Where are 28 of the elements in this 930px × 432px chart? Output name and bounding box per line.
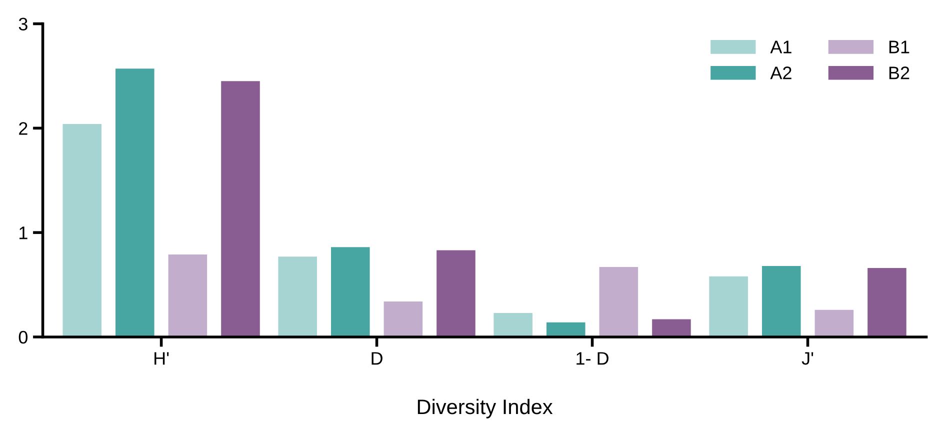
bar: [599, 267, 638, 337]
legend-label: A2: [770, 66, 792, 80]
bar: [494, 312, 532, 337]
legend-label: A1: [770, 40, 792, 54]
bar: [652, 319, 691, 337]
bar: [868, 268, 906, 337]
x-axis-title: Diversity Index: [418, 398, 553, 418]
bar: [168, 254, 208, 337]
legend-label: B1: [889, 40, 910, 54]
bar: [116, 68, 154, 337]
bar: [762, 266, 801, 337]
y-tick-label: 2: [19, 122, 28, 135]
x-tick-label: H': [154, 352, 169, 365]
legend-label: B2: [889, 66, 910, 80]
bar: [221, 81, 260, 337]
y-tick-label: 0: [18, 330, 28, 344]
x-tick-label: J': [802, 352, 814, 365]
bar: [814, 310, 854, 337]
bar: [709, 276, 748, 337]
bar: [62, 124, 102, 337]
bar: [330, 247, 370, 337]
bar: [384, 301, 423, 337]
x-tick-label: D: [372, 352, 382, 365]
y-tick-label: 1: [20, 226, 28, 240]
bar: [436, 250, 476, 337]
x-tick-label: 1- D: [576, 352, 608, 365]
y-tick-label: 3: [18, 18, 28, 30]
bar: [278, 256, 317, 337]
